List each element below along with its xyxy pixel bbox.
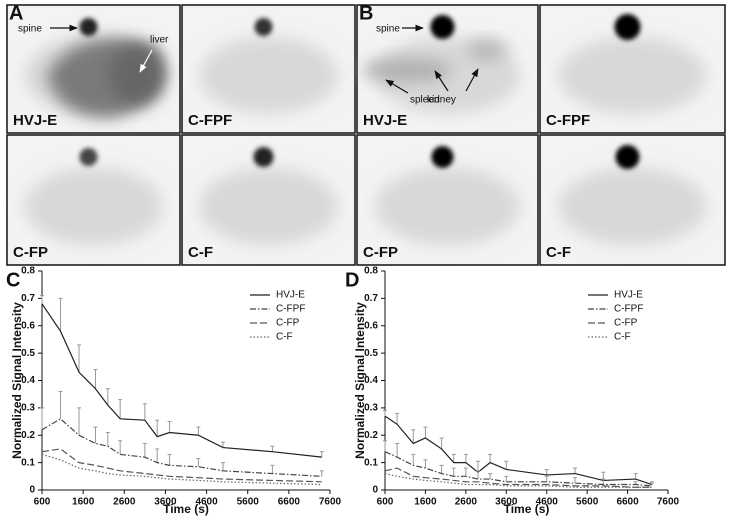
series-line: [41, 453, 322, 486]
x-tick-label: 5600: [237, 497, 260, 508]
body-shadow: [199, 37, 338, 114]
annotation-arrow: [139, 49, 153, 73]
y-axis-label: Normalized Signal Intensity: [10, 302, 24, 459]
annotation: spleen: [410, 95, 439, 106]
x-tick-label: 4600: [195, 497, 218, 508]
panel-label: D: [345, 269, 359, 291]
y-tick-label: 0.1: [21, 457, 35, 468]
y-axis-label: Normalized Signal Intensity: [353, 302, 367, 459]
y-tick-label: 0.2: [364, 430, 378, 441]
series-line: [384, 451, 652, 487]
x-tick-label: 1600: [414, 497, 437, 508]
series-line: [41, 448, 322, 483]
y-tick-label: 0.6: [21, 320, 35, 331]
y-tick-label: 0.4: [21, 375, 35, 386]
series-line: [41, 418, 322, 477]
body-shadow: [558, 167, 707, 246]
spine-signal: [254, 18, 273, 36]
series-line: [41, 303, 322, 458]
body-shadow: [24, 167, 163, 246]
x-axis-label: Time (s): [163, 502, 209, 516]
y-tick-label: 0.7: [21, 293, 35, 304]
spine-signal: [79, 18, 98, 36]
x-tick-label: 6600: [616, 497, 639, 508]
x-tick-label: 600: [377, 497, 394, 508]
body-shadow: [375, 167, 520, 246]
image-label: C-FP: [13, 244, 48, 261]
annotation: spine: [376, 24, 400, 35]
annotation: kidney: [427, 95, 456, 106]
x-tick-label: 7600: [657, 497, 680, 508]
spine-signal: [79, 148, 98, 166]
y-tick-label: 0.1: [364, 457, 378, 468]
spine-signal: [431, 146, 454, 168]
y-tick-label: 0.5: [21, 348, 35, 359]
x-tick-label: 4600: [536, 497, 559, 508]
image-label: C-F: [546, 244, 571, 261]
kidney-signal: [362, 58, 453, 82]
panel-label: B: [359, 2, 373, 24]
image-label: HVJ-E: [13, 112, 57, 129]
legend-label: C-F: [276, 332, 293, 343]
legend-label: C-FPF: [276, 304, 305, 315]
spine-signal: [253, 147, 274, 167]
legend-label: C-FP: [614, 318, 638, 329]
y-tick-label: 0.8: [364, 266, 378, 277]
spine-signal: [614, 14, 641, 40]
y-tick-label: 0.4: [364, 375, 378, 386]
annotation: liver: [150, 35, 169, 46]
y-tick-label: 0.3: [364, 403, 378, 414]
annotation-arrow: [465, 68, 479, 92]
series-line: [384, 467, 652, 488]
legend-label: HVJ-E: [614, 290, 643, 301]
image-panel: HVJ-E C-FPF C-FP C-F B: [356, 2, 726, 266]
series-line: [384, 415, 653, 486]
y-tick-label: 0.7: [364, 293, 378, 304]
spine-signal: [615, 145, 640, 169]
body-shadow: [558, 37, 707, 114]
y-tick-label: 0.8: [21, 266, 35, 277]
liver-signal: [109, 45, 165, 105]
x-tick-label: 6600: [278, 497, 301, 508]
image-label: HVJ-E: [363, 112, 407, 129]
y-tick-label: 0.3: [21, 403, 35, 414]
annotation: spine: [18, 24, 42, 35]
legend-label: C-F: [614, 332, 631, 343]
legend-label: HVJ-E: [276, 290, 305, 301]
image-panel: HVJ-E C-FPF C-FP C-F A: [6, 2, 356, 266]
body-shadow: [199, 167, 338, 246]
x-tick-label: 1600: [72, 497, 95, 508]
x-axis-label: Time (s): [504, 502, 550, 516]
y-tick-label: 0.5: [364, 348, 378, 359]
kidney-signal: [467, 40, 508, 60]
panel-label: A: [9, 2, 23, 24]
y-tick-label: 0: [29, 485, 35, 496]
image-label: C-FPF: [546, 112, 590, 129]
x-tick-label: 600: [34, 497, 51, 508]
image-label: C-FP: [363, 244, 398, 261]
x-tick-label: 7600: [319, 497, 342, 508]
x-tick-label: 2600: [455, 497, 478, 508]
x-tick-label: 2600: [113, 497, 136, 508]
series-line: [384, 472, 652, 488]
x-tick-label: 5600: [576, 497, 599, 508]
annotation-arrow: [385, 79, 409, 94]
x-tick-label: 3600: [154, 497, 177, 508]
y-tick-label: 0: [372, 485, 378, 496]
x-tick-label: 3600: [495, 497, 518, 508]
image-label: C-FPF: [188, 112, 232, 129]
chart: D 0 0.1 0.2 0.3 0.4 0.5 0.6 0.7 0.8 600 1600 2600 360…: [345, 266, 680, 517]
y-tick-label: 0.6: [364, 320, 378, 331]
legend-label: C-FP: [276, 318, 300, 329]
y-tick-label: 0.2: [21, 430, 35, 441]
spine-signal: [430, 15, 455, 39]
image-label: C-F: [188, 244, 213, 261]
chart: C 0 0.1 0.2 0.3 0.4 0.5 0.6 0.7 0.8 600 1600 2600 360…: [6, 266, 342, 517]
annotation-arrow: [434, 70, 449, 92]
legend-label: C-FPF: [614, 304, 643, 315]
panel-label: C: [6, 269, 20, 291]
